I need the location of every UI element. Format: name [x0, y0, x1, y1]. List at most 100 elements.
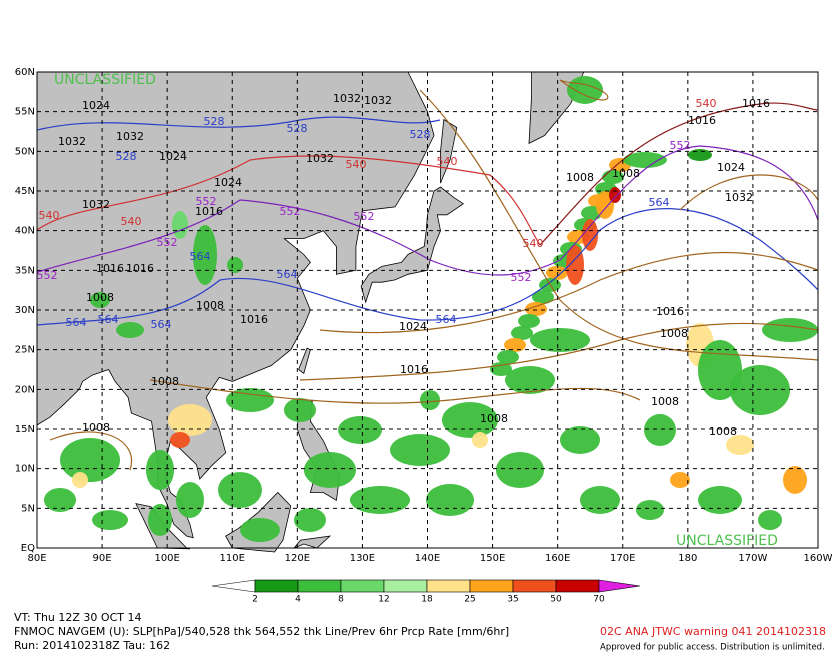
isobar-label: 1032 — [58, 135, 86, 148]
lat-label: 50N — [15, 146, 35, 157]
colorbar-tick-label: 12 — [378, 595, 389, 605]
rain-area — [688, 149, 712, 161]
rain-area — [240, 518, 280, 542]
rain-area — [525, 302, 547, 316]
thickness-label: 564 — [436, 313, 457, 326]
rain-area — [170, 432, 190, 448]
rain-area — [582, 219, 598, 251]
rain-area — [580, 486, 620, 514]
colorbar-segment — [297, 579, 342, 593]
rain-area — [505, 366, 555, 394]
rain-area — [560, 426, 600, 454]
classification: UNCLASSIFIED — [676, 533, 778, 549]
landmass — [360, 186, 465, 304]
isobar-label: 1008 — [480, 412, 508, 425]
lat-label: 60N — [15, 67, 35, 78]
lon-label: 120E — [285, 553, 310, 564]
lon-label: 100E — [154, 553, 179, 564]
colorbar-tick-label: 50 — [550, 595, 562, 605]
colorbar-segment — [426, 579, 471, 593]
isobar-label: 1032 — [82, 198, 110, 211]
thickness-label: 552 — [196, 195, 217, 208]
classification: UNCLASSIFIED — [54, 72, 156, 88]
isobar-label: 1008 — [612, 167, 640, 180]
run: Run: 2014102318Z Tau: 162 — [14, 639, 170, 652]
colorbar-tick-label: 25 — [464, 595, 475, 605]
colorbar-tick-label: 4 — [295, 595, 301, 605]
approval: Approved for public access. Distribution… — [600, 643, 825, 653]
lon-label: 170E — [610, 553, 635, 564]
grid — [37, 72, 818, 548]
isobar-label: 1032 — [333, 92, 361, 105]
rain-area — [730, 365, 790, 415]
isobar-label: 1008 — [566, 171, 594, 184]
isobar-label: 1032 — [364, 94, 392, 107]
rain-area — [390, 434, 450, 466]
thickness-label: 564 — [151, 318, 172, 331]
isobar-label: 1016 — [195, 205, 223, 218]
thickness-label: 540 — [121, 215, 142, 228]
rain-area — [176, 482, 204, 518]
rain-area — [304, 452, 356, 488]
lat-label: 35N — [15, 265, 35, 276]
lat-label: 15N — [15, 424, 35, 435]
rain-area — [496, 452, 544, 488]
thickness-label: 540 — [437, 155, 458, 168]
thickness-label: 528 — [410, 128, 431, 141]
isobar-label: 1008 — [86, 291, 114, 304]
lat-label: 20N — [15, 384, 35, 395]
thickness-label: 552 — [511, 271, 532, 284]
lat-label: 45N — [15, 186, 35, 197]
thickness-label: 564 — [98, 313, 119, 326]
lon-label: 150E — [480, 553, 505, 564]
isobar-label: 1024 — [82, 99, 110, 112]
isobar-label: 1032 — [306, 152, 334, 165]
lon-label: 160E — [545, 553, 570, 564]
colorbar-segment — [469, 579, 514, 593]
description: FNMOC NAVGEM (U): SLP[hPa]/540,528 thk 5… — [14, 625, 509, 638]
rain-area — [644, 414, 676, 446]
landmass — [36, 71, 435, 539]
isobar-label: 1008 — [660, 327, 688, 340]
rain-area — [609, 187, 621, 203]
rain-area — [284, 398, 316, 422]
thickness-label: 552 — [37, 269, 58, 282]
lon-label: 170W — [738, 553, 767, 564]
lat-label: 55N — [15, 107, 35, 118]
thickness-label: 564 — [190, 250, 211, 263]
thickness-label: 552 — [280, 205, 301, 218]
rain-area — [168, 404, 212, 436]
isobar-label: 1024 — [214, 176, 242, 189]
thickness-label: 564 — [277, 268, 298, 281]
isobar-label: 1032 — [116, 130, 144, 143]
rain-area — [92, 510, 128, 530]
thickness-label: 528 — [204, 115, 225, 128]
rain-area — [294, 508, 326, 532]
rain-area — [226, 388, 274, 412]
lat-label: 5N — [21, 503, 35, 514]
rain-area — [350, 486, 410, 514]
colorbar-tick-label: 70 — [593, 595, 605, 605]
rain-area — [472, 432, 488, 448]
rain-area — [546, 266, 568, 280]
rain-area — [227, 257, 243, 273]
lon-label: 90E — [93, 553, 112, 564]
rain-area — [726, 435, 754, 455]
thickness-label: 540 — [523, 237, 544, 250]
rain-area — [146, 450, 174, 490]
rain-area — [623, 152, 667, 168]
isobar-label: 1032 — [725, 191, 753, 204]
rain-area — [172, 211, 188, 239]
map-frame — [36, 71, 819, 549]
rain-area — [670, 472, 690, 488]
isobar-label: 1008 — [151, 375, 179, 388]
rain-area — [72, 472, 88, 488]
rain-area — [148, 504, 172, 536]
thickness-label: 564 — [66, 316, 87, 329]
colorbar-tick-label: 18 — [421, 595, 433, 605]
thickness-label: 564 — [649, 196, 670, 209]
rain-area — [90, 292, 110, 308]
contours — [36, 79, 819, 471]
isobar-label: 1016 — [688, 114, 716, 127]
